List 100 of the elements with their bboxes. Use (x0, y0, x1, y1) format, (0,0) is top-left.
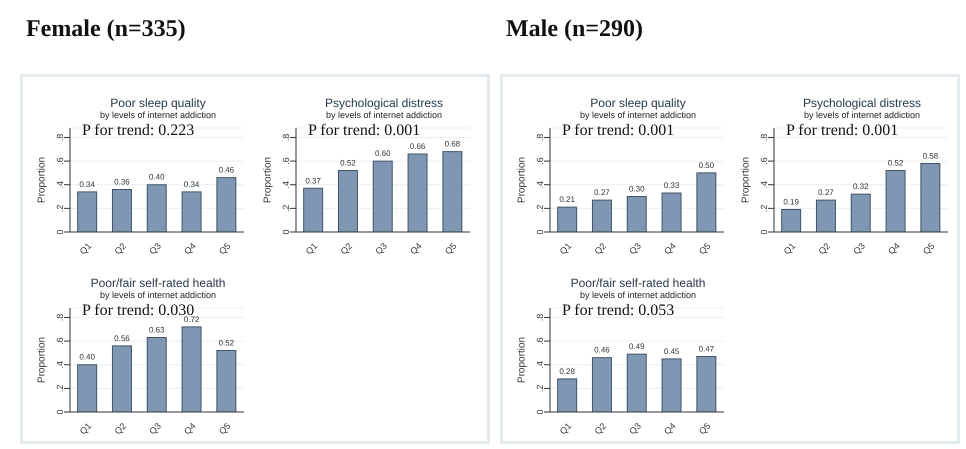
bar (557, 378, 578, 412)
y-tick-label: .4 (535, 180, 546, 188)
data-label: 0.37 (305, 176, 322, 186)
y-axis-title: Proportion (516, 156, 528, 204)
data-label: 0.50 (698, 160, 715, 170)
y-tick-label: .8 (281, 134, 292, 142)
bar (920, 162, 940, 232)
chart-title: Poor/fair self-rated health (570, 276, 706, 290)
chart-subtitle: by levels of internet addiction (802, 110, 922, 120)
x-tick-label: Q4 (408, 240, 424, 256)
data-label: 0.52 (888, 158, 904, 168)
y-tick-label: .8 (55, 134, 66, 142)
chart-title: Poor sleep quality (589, 96, 687, 110)
annotation: P for trend: 0.053 (562, 302, 674, 320)
bar (850, 194, 871, 232)
data-label: 0.46 (218, 166, 235, 175)
bar (886, 170, 906, 232)
bar (77, 191, 98, 232)
x-tick-label: Q1 (304, 240, 320, 256)
y-tick-label: .2 (55, 384, 66, 392)
bar (696, 172, 716, 232)
x-tick-label: Q2 (338, 240, 354, 256)
bar (216, 177, 236, 232)
data-label: 0.19 (783, 198, 800, 207)
bar (626, 196, 647, 232)
bar (216, 350, 236, 412)
data-label: 0.56 (114, 334, 130, 343)
y-tick-label: .6 (55, 337, 66, 345)
y-tick-label: 0 (535, 409, 546, 415)
x-tick-label: Q4 (662, 420, 678, 436)
chart-subtitle: by levels of internet addiction (578, 290, 698, 300)
x-tick-label: Q2 (592, 420, 608, 436)
data-label: 0.63 (148, 326, 166, 335)
y-tick-label: .2 (535, 204, 546, 212)
data-label: 0.40 (148, 172, 166, 182)
chart-title: Psychological distress (324, 96, 444, 110)
bar (662, 358, 682, 412)
data-label: 0.58 (922, 151, 939, 160)
y-tick-label: .4 (281, 180, 292, 188)
y-tick-label: .2 (55, 204, 66, 212)
x-tick-label: Q4 (182, 420, 198, 436)
x-tick-label: Q1 (558, 240, 574, 256)
x-tick-label: Q1 (558, 420, 574, 436)
annotation: P for trend: 0.223 (82, 122, 194, 140)
data-label: 0.36 (114, 177, 130, 186)
x-tick-label: Q5 (696, 420, 713, 436)
annotation: P for trend: 0.001 (308, 122, 420, 140)
data-label: 0.66 (410, 142, 426, 151)
data-label: 0.34 (79, 180, 96, 189)
y-axis-title: Proportion (740, 156, 752, 204)
data-label: 0.28 (559, 366, 576, 376)
x-tick-label: Q4 (182, 240, 198, 256)
y-tick-label: .8 (55, 314, 66, 322)
x-tick-label: Q1 (78, 240, 94, 256)
bar (408, 154, 428, 232)
y-axis-title: Proportion (262, 156, 274, 204)
x-tick-label: Q4 (886, 240, 902, 256)
x-tick-label: Q5 (696, 240, 713, 256)
y-tick-label: .8 (535, 134, 546, 142)
data-label: 0.52 (340, 158, 356, 168)
data-label: 0.27 (818, 188, 834, 198)
data-label: 0.33 (664, 181, 680, 190)
bar (557, 206, 578, 232)
bar (182, 191, 202, 232)
chart-subtitle: by levels of internet addiction (98, 110, 218, 120)
chart-subtitle: by levels of internet addiction (98, 290, 218, 300)
chart-subtitle: by levels of internet addiction (578, 110, 698, 120)
annotation: P for trend: 0.001 (562, 122, 674, 140)
chart-title: Poor sleep quality (109, 96, 207, 110)
y-tick-label: .2 (759, 204, 770, 212)
x-tick-label: Q2 (592, 240, 608, 256)
bar (112, 345, 132, 412)
x-tick-label: Q2 (112, 420, 128, 436)
x-tick-label: Q5 (920, 240, 937, 256)
bar (696, 356, 716, 412)
y-tick-label: .2 (281, 204, 292, 212)
text: Female (n=335) (26, 16, 186, 43)
bar (442, 151, 462, 232)
y-tick-label: .6 (55, 157, 66, 165)
y-tick-label: .8 (535, 314, 546, 322)
x-tick-label: Q3 (147, 420, 163, 436)
y-tick-label: .2 (535, 384, 546, 392)
bar (146, 184, 167, 232)
x-tick-label: Q3 (373, 240, 389, 256)
data-label: 0.47 (698, 344, 715, 354)
x-tick-label: Q5 (216, 240, 233, 256)
x-tick-label: Q5 (216, 420, 233, 436)
x-tick-label: Q4 (662, 240, 678, 256)
x-tick-label: Q5 (442, 240, 459, 256)
y-axis-title: Proportion (36, 336, 48, 384)
y-tick-label: .6 (281, 157, 292, 165)
x-tick-label: Q3 (627, 420, 643, 436)
data-label: 0.49 (628, 342, 646, 352)
text: Male (n=290) (506, 16, 643, 43)
data-label: 0.32 (852, 182, 870, 192)
data-label: 0.46 (594, 346, 610, 355)
data-label: 0.30 (628, 184, 646, 194)
bar (112, 188, 132, 232)
annotation: P for trend: 0.001 (786, 122, 898, 140)
x-tick-label: Q2 (112, 240, 128, 256)
